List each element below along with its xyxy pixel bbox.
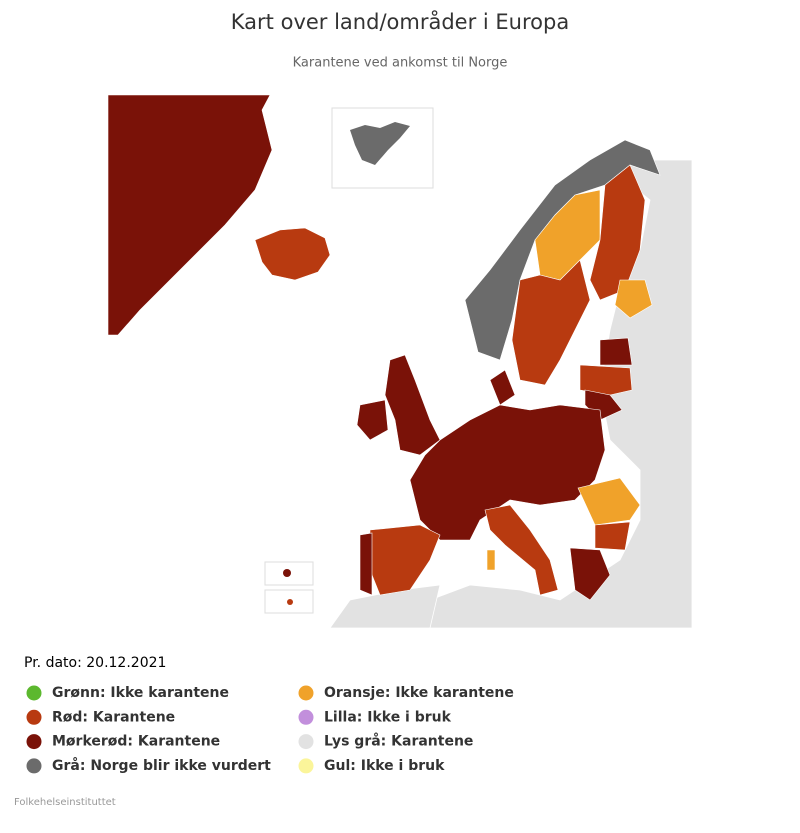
region [384, 354, 441, 456]
legend-swatch [26, 709, 42, 725]
region [594, 521, 631, 551]
region [350, 122, 410, 165]
title: Kart over land/områder i Europa [231, 9, 569, 34]
region [614, 279, 653, 319]
map [107, 94, 693, 629]
region [577, 477, 641, 526]
legend-swatch [26, 685, 42, 701]
region [511, 259, 591, 386]
region [486, 549, 496, 571]
region [359, 532, 373, 596]
legend-swatch [26, 758, 42, 774]
region [599, 337, 633, 366]
region [409, 404, 606, 541]
region [569, 547, 611, 601]
region [287, 599, 293, 605]
legend-swatch [298, 734, 314, 750]
region [329, 584, 441, 629]
legend-swatch [298, 758, 314, 774]
region [283, 569, 291, 577]
region [579, 364, 633, 396]
region [254, 227, 331, 281]
region [489, 369, 516, 406]
subtitle: Karantene ved ankomst til Norge [293, 56, 508, 71]
credit: Folkehelseinstituttet [14, 797, 116, 808]
region [356, 399, 389, 441]
legend-label: Oransje: Ikke karantene [324, 685, 514, 701]
legend-label: Lys grå: Karantene [324, 733, 473, 750]
region [369, 524, 441, 596]
region [484, 504, 559, 596]
legend-swatch [26, 734, 42, 750]
region [107, 94, 273, 336]
legend-swatch [298, 709, 314, 725]
legend-label: Lilla: Ikke i bruk [324, 709, 452, 725]
legend-swatch [298, 685, 314, 701]
legend-label: Gul: Ikke i bruk [324, 758, 445, 774]
legend-label: Rød: Karantene [52, 709, 175, 725]
legend: Grønn: Ikke karantene Rød: Karantene Mørke… [26, 685, 514, 774]
legend-label: Mørkerød: Karantene [52, 734, 220, 750]
legend-label: Grå: Norge blir ikke vurdert [52, 757, 271, 774]
date-label: Pr. dato: 20.12.2021 [24, 655, 166, 671]
legend-label: Grønn: Ikke karantene [52, 685, 229, 701]
